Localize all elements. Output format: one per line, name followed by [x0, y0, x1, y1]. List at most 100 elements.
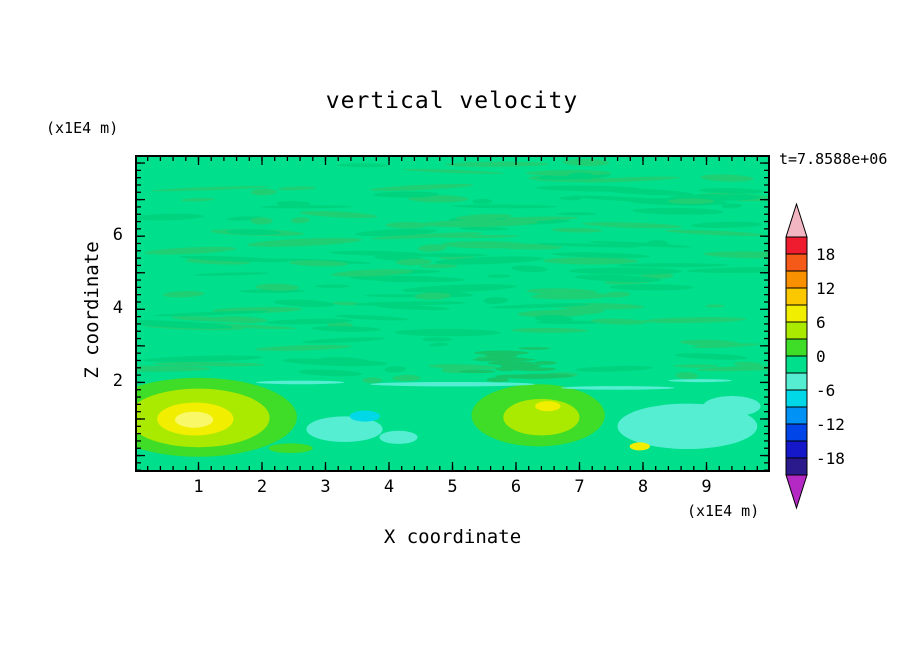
texture-streak: [509, 376, 558, 379]
x-tick-label: 5: [447, 477, 458, 497]
texture-streak: [576, 176, 681, 183]
texture-streak: [483, 296, 509, 305]
texture-streak: [489, 303, 591, 309]
texture-streak: [518, 347, 551, 350]
texture-streak: [559, 196, 583, 201]
chart-title: vertical velocity: [325, 88, 579, 114]
texture-streak: [362, 377, 382, 384]
texture-streak: [247, 237, 363, 247]
texture-streak: [534, 361, 557, 365]
colorbar-segment: [785, 270, 808, 289]
colorbar-segment: [785, 287, 808, 306]
texture-streak: [459, 226, 509, 231]
texture-streak: [392, 374, 421, 382]
texture-streak: [299, 210, 378, 219]
texture-streak: [334, 314, 408, 321]
colorbar-label: -6: [816, 381, 835, 400]
texture-streak: [277, 186, 317, 191]
texture-streak: [537, 242, 640, 248]
time-label: t=7.8588e+06: [779, 150, 888, 168]
texture-streak: [667, 198, 715, 205]
colorbar-segment: [785, 406, 808, 425]
contour-feature-shear-streak-3: [255, 380, 345, 385]
texture-streak: [402, 168, 505, 174]
contour-feature-downdraft-region-right2: [703, 396, 761, 417]
texture-streak: [384, 366, 406, 373]
texture-streak: [394, 328, 501, 337]
colorbar-segment: [785, 338, 808, 357]
texture-streak: [674, 353, 748, 360]
texture-streak: [250, 217, 273, 225]
texture-streak: [575, 274, 662, 283]
texture-streak: [311, 326, 381, 332]
texture-streak: [144, 246, 237, 255]
texture-streak: [349, 275, 465, 282]
texture-streak: [472, 198, 493, 205]
texture-streak: [124, 320, 234, 329]
texture-streak: [734, 361, 762, 367]
texture-streak: [226, 229, 281, 235]
texture-streak: [355, 228, 437, 237]
texture-streak: [153, 362, 265, 367]
texture-streak: [485, 353, 518, 358]
contour-feature-shear-streak-2: [560, 386, 675, 390]
texture-streak: [481, 351, 508, 355]
texture-streak: [536, 185, 643, 192]
texture-streak: [609, 284, 694, 291]
texture-streak: [395, 258, 432, 266]
texture-streak: [179, 255, 289, 263]
colorbar-segment: [785, 355, 808, 374]
texture-streak: [675, 372, 698, 380]
texture-streak: [632, 207, 724, 215]
x-tick-label: 6: [510, 477, 522, 497]
texture-streak: [554, 308, 605, 315]
texture-streak: [534, 315, 573, 323]
texture-streak: [495, 366, 517, 372]
contour-feature-updraft-blob-left-peak: [175, 411, 214, 428]
texture-streak: [376, 304, 451, 311]
texture-streak: [606, 242, 664, 246]
texture-streak: [255, 344, 352, 351]
texture-streak: [434, 256, 544, 265]
texture-streak: [408, 195, 469, 203]
colorbar-label: -12: [816, 415, 845, 434]
texture-streak: [290, 217, 311, 224]
texture-streak: [273, 299, 335, 308]
texture-streak: [511, 327, 589, 333]
texture-streak: [603, 291, 631, 298]
colorbar-segment: [785, 372, 808, 391]
colorbar-segment: [785, 236, 808, 255]
texture-streak: [151, 185, 271, 192]
x-tick-label: 8: [637, 477, 649, 497]
plot-frame: [135, 155, 770, 472]
texture-streak: [617, 263, 729, 268]
texture-streak: [562, 158, 610, 167]
contour-feature-updraft-blob-center-peak: [535, 401, 561, 412]
texture-streak: [428, 342, 449, 347]
texture-streak: [162, 291, 205, 298]
texture-streak: [493, 361, 525, 366]
y-tick-labels: 2 4 6: [93, 155, 125, 472]
texture-streak: [482, 243, 563, 250]
texture-streak: [556, 212, 598, 216]
texture-streak: [526, 288, 598, 295]
contour-feature-green-patch-bottom: [268, 443, 313, 454]
texture-streak: [542, 257, 639, 265]
texture-streak: [455, 214, 512, 220]
colorbar-label: 18: [816, 245, 835, 264]
y-tick-label: 6: [112, 225, 123, 246]
texture-streak: [451, 204, 558, 209]
contour-feature-shear-streak-4: [668, 379, 732, 383]
texture-streak: [401, 284, 517, 293]
colorbar-segment: [785, 457, 808, 476]
texture-streak: [143, 355, 263, 363]
texture-streak: [486, 377, 510, 383]
texture-streak: [314, 284, 351, 288]
contour-feature-downdraft-patch-left: [306, 416, 383, 443]
texture-streak: [575, 365, 653, 372]
contour-field: [92, 155, 805, 472]
x-tick-label: 1: [193, 477, 204, 497]
texture-streak: [414, 292, 452, 300]
colorbar-svg: 18 12 6 0 -6 -12 -18: [785, 202, 845, 510]
texture-streak: [420, 264, 458, 269]
